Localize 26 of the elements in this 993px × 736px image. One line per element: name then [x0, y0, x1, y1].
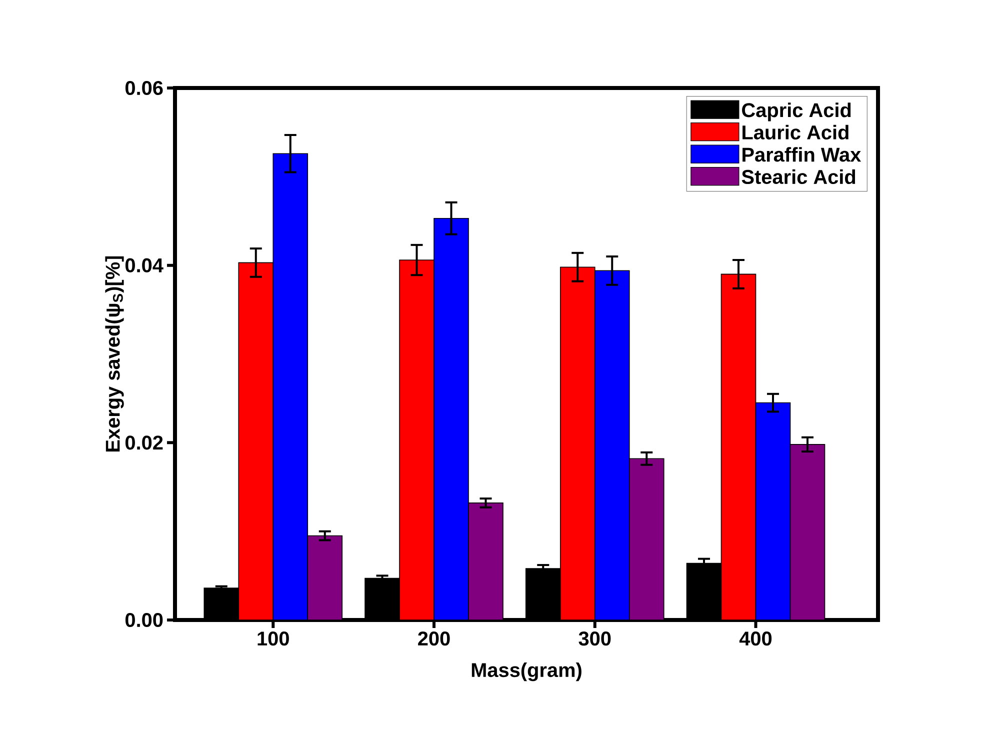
- bar: [629, 458, 664, 620]
- y-tick-label: 0.00: [125, 612, 163, 628]
- bar: [308, 536, 342, 620]
- bar: [755, 402, 791, 620]
- bar: [468, 502, 504, 620]
- y-axis-title: Exergy saved(ψ$_{S}$)[%]: [105, 256, 124, 452]
- x-tick-label: 200: [418, 632, 450, 646]
- y-tick-label: 0.06: [125, 80, 163, 96]
- bar: [273, 154, 308, 620]
- legend-label: Paraffin Wax: [742, 147, 862, 162]
- legend-label: Stearic Acid: [742, 169, 856, 184]
- x-axis-title: Mass(gram): [472, 662, 582, 682]
- bar: [400, 260, 434, 620]
- y-tick-label: 0.02: [125, 436, 163, 450]
- legend-label: Capric Acid: [742, 102, 851, 122]
- bar: [434, 218, 469, 620]
- bar: [790, 444, 826, 620]
- x-tick-label: 100: [258, 632, 289, 646]
- bar: [594, 270, 630, 620]
- x-tick-label: 400: [739, 632, 772, 646]
- bar: [560, 267, 595, 620]
- bar: [720, 274, 756, 620]
- x-tick-label: 300: [578, 632, 611, 646]
- bar: [238, 262, 274, 620]
- legend-label: Lauric Acid: [742, 124, 848, 140]
- y-tick-label: 0.04: [125, 258, 164, 272]
